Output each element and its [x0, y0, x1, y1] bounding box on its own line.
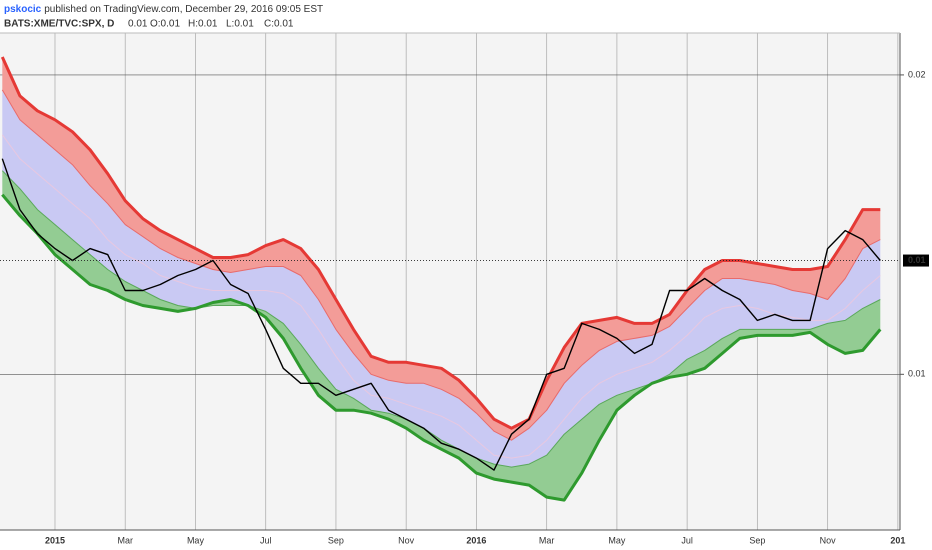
y-tick-label: 0.01	[908, 369, 926, 379]
ohlc-value: C:0.01	[264, 19, 294, 30]
x-tick-label: 2016	[466, 535, 486, 545]
band-line	[1, 134, 881, 459]
x-tick-label: Jul	[681, 535, 693, 545]
band-fill	[2, 89, 881, 459]
ohlc-value: O:0.01	[150, 19, 180, 30]
x-tick-label: Sep	[328, 535, 344, 545]
y-tick-label: 0.02	[908, 69, 926, 79]
price-line	[1, 158, 881, 471]
price-level-label: 0.01	[908, 255, 926, 265]
band-line	[1, 170, 881, 468]
x-tick-label: Nov	[398, 535, 415, 545]
x-tick-label: May	[187, 535, 205, 545]
x-tick-label: Mar	[117, 535, 133, 545]
header-line: pskocic published on TradingView.com, Dec…	[4, 4, 323, 15]
x-tick-label: Mar	[539, 535, 555, 545]
published: published on TradingView.com, December 2…	[44, 4, 323, 15]
x-tick-label: 2015	[45, 535, 65, 545]
price-level-box	[903, 254, 929, 267]
ohlc: O:0.01 H:0.01 L:0.01 C:0.01	[150, 19, 294, 30]
band-line	[0, 56, 881, 430]
x-tick-label: Jul	[260, 535, 272, 545]
x-tick-label: 201	[890, 535, 905, 545]
x-tick-label: May	[608, 535, 626, 545]
band-fill	[2, 57, 881, 441]
symbol: BATS:XME/TVC:SPX, D	[4, 19, 114, 30]
band-line	[1, 89, 881, 441]
x-tick-label: Nov	[820, 535, 837, 545]
ohlc-value: H:0.01	[188, 19, 218, 30]
band-fill	[2, 134, 881, 468]
band-line	[1, 193, 882, 502]
ohlc-value: L:0.01	[226, 19, 254, 30]
x-tick-label: Sep	[749, 535, 765, 545]
author[interactable]: pskocic	[4, 4, 42, 15]
last-value: 0.01	[128, 19, 148, 30]
